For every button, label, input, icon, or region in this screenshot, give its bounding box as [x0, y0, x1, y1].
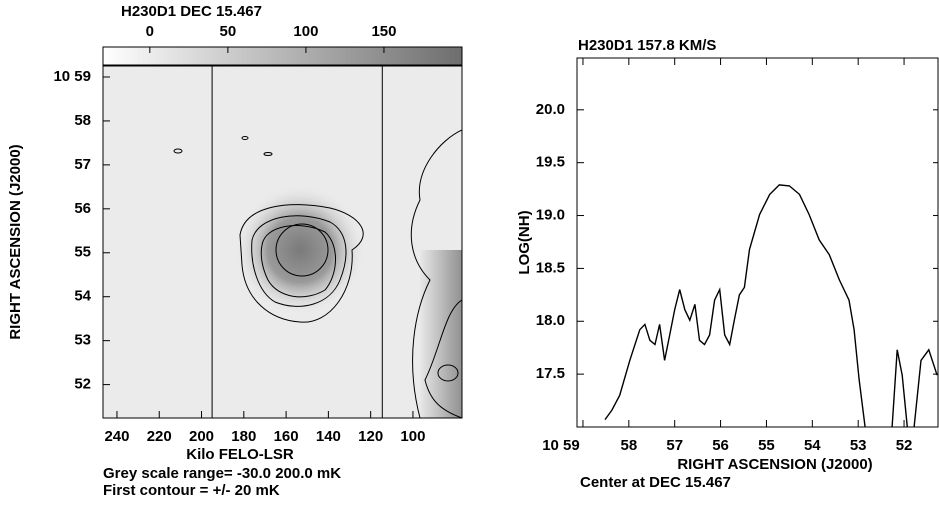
y-tick-label: 10 59 — [53, 68, 91, 85]
y-tick-label: 18.5 — [536, 259, 565, 276]
x-tick-label: 200 — [189, 428, 214, 445]
y-tick-label: 19.0 — [536, 207, 565, 224]
x-tick-label: 53 — [850, 437, 867, 454]
colorbar-tick-label: 150 — [371, 23, 396, 40]
grey-image — [103, 66, 465, 420]
data-line — [892, 350, 907, 427]
note: Center at DEC 15.467 — [580, 474, 731, 491]
data-line — [605, 185, 865, 427]
x-tick-label: 57 — [666, 437, 683, 454]
x-tick-label: 52 — [896, 437, 913, 454]
x-tick-label: 10 59 — [542, 437, 580, 454]
colorbar-tick-label: 100 — [293, 23, 318, 40]
x-tick-label: 55 — [758, 437, 775, 454]
x-tick-label: 58 — [620, 437, 637, 454]
data-line — [914, 350, 937, 427]
x-tick-label: 100 — [400, 428, 425, 445]
x-axis-label: Kilo FELO-LSR — [186, 446, 294, 463]
colorbar-tick-label: 0 — [146, 23, 154, 40]
x-tick-label: 120 — [358, 428, 383, 445]
y-tick-label: 18.0 — [536, 312, 565, 329]
y-axis-label: RIGHT ASCENSION (J2000) — [7, 144, 24, 339]
y-tick-label: 53 — [74, 332, 91, 349]
x-tick-label: 180 — [231, 428, 256, 445]
y-tick-label: 56 — [74, 200, 91, 217]
x-axis-label: RIGHT ASCENSION (J2000) — [677, 456, 872, 473]
x-tick-label: 220 — [147, 428, 172, 445]
y-tick-label: 58 — [74, 112, 91, 129]
y-tick-label: 17.5 — [536, 365, 565, 382]
plot-frame — [577, 58, 938, 427]
y-tick-label: 54 — [74, 288, 91, 305]
note: Grey scale range= -30.0 200.0 mK — [103, 465, 341, 482]
y-axis-label: LOG(NH) — [516, 210, 533, 274]
colorbar — [103, 47, 462, 65]
colorbar-tick-label: 50 — [220, 23, 237, 40]
chart-title: H230D1 DEC 15.467 — [121, 3, 262, 20]
x-tick-label: 140 — [316, 428, 341, 445]
y-tick-label: 55 — [74, 244, 91, 261]
chart-title: H230D1 157.8 KM/S — [578, 37, 716, 54]
x-tick-label: 160 — [274, 428, 299, 445]
note: First contour = +/- 20 mK — [103, 482, 280, 499]
y-tick-label: 57 — [74, 156, 91, 173]
x-tick-label: 54 — [804, 437, 821, 454]
y-tick-label: 19.5 — [536, 154, 565, 171]
y-tick-label: 52 — [74, 376, 91, 393]
x-tick-label: 240 — [104, 428, 129, 445]
figure: H230D1 DEC 15.467 240 220 200 180 160 140 120 10… — [0, 0, 939, 503]
x-tick-label: 56 — [712, 437, 729, 454]
y-tick-label: 20.0 — [536, 101, 565, 118]
